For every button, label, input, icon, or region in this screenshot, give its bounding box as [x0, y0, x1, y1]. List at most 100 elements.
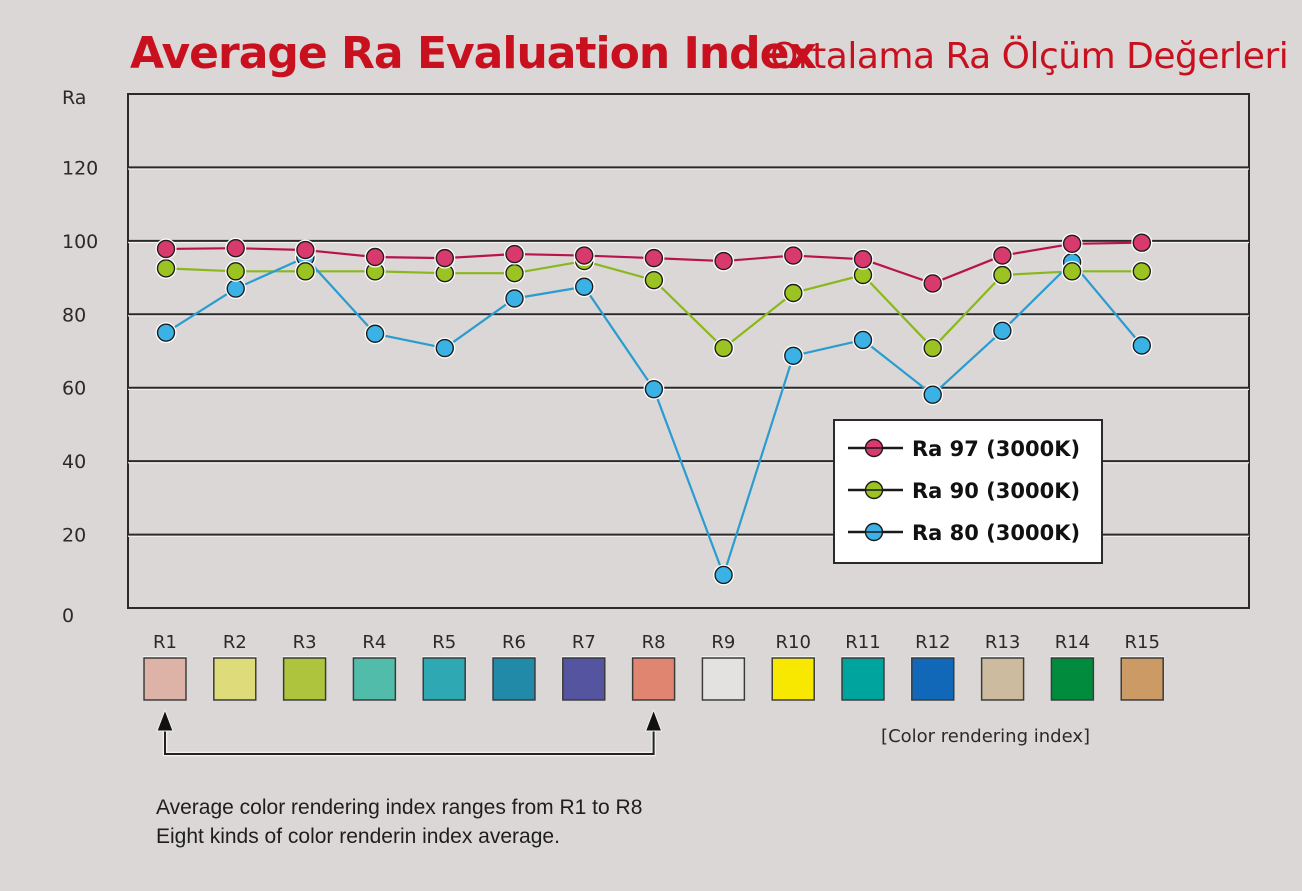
- data-point: [225, 237, 247, 259]
- data-point-marker: [1062, 262, 1082, 281]
- data-point: [155, 257, 177, 279]
- data-point-marker: [296, 240, 315, 260]
- data-point-marker: [923, 338, 942, 358]
- data-point-marker: [435, 338, 454, 358]
- data-point-marker: [156, 239, 176, 259]
- y-tick-label: 20: [62, 525, 86, 547]
- category-axis: R1 R2 R3 R4 R5 R6 R7 R8 R9 R10 R11 R12 R13 R14 R15: [143, 632, 1165, 701]
- arrow-up-icon: [156, 708, 174, 732]
- arrow-up-icon: [644, 708, 663, 732]
- data-point: [852, 329, 874, 351]
- data-point: [713, 564, 735, 586]
- data-point-marker: [714, 565, 733, 585]
- data-point: [364, 246, 386, 268]
- data-point: [573, 245, 595, 267]
- category-label: R12: [915, 632, 950, 653]
- color-swatch-r11: [841, 657, 885, 701]
- data-point-marker: [923, 385, 942, 404]
- data-point: [991, 264, 1013, 286]
- data-point: [1061, 233, 1083, 255]
- data-point-marker: [575, 277, 594, 296]
- legend-label: Ra 80 (3000K): [912, 521, 1080, 545]
- category-label: R8: [642, 632, 666, 653]
- data-point: [1131, 334, 1153, 356]
- data-point-marker: [993, 246, 1012, 265]
- data-point-marker: [714, 251, 733, 271]
- category-label: R15: [1124, 632, 1159, 653]
- data-point-marker: [156, 323, 176, 342]
- color-swatch-r9: [701, 657, 746, 701]
- category-label: R3: [293, 632, 317, 653]
- data-point: [225, 260, 247, 282]
- data-point-marker: [784, 246, 803, 265]
- data-point: [504, 262, 525, 284]
- data-point: [922, 272, 944, 294]
- color-swatch-r10: [771, 657, 815, 701]
- data-point: [504, 243, 525, 265]
- category-label: R14: [1055, 632, 1090, 653]
- color-swatch-r8: [631, 657, 676, 701]
- data-point: [294, 260, 316, 282]
- y-axis-label: Ra: [62, 87, 86, 109]
- color-swatch-r7: [562, 657, 606, 701]
- data-point-marker: [1132, 336, 1152, 355]
- data-point-marker: [575, 246, 594, 265]
- data-point-marker: [853, 330, 873, 350]
- color-swatch-r14: [1050, 657, 1095, 701]
- data-point-marker: [365, 247, 385, 267]
- data-point-marker: [1132, 262, 1152, 281]
- color-swatch-r5: [422, 657, 466, 701]
- data-point: [991, 245, 1013, 267]
- data-point: [434, 262, 456, 284]
- data-point-marker: [644, 248, 664, 268]
- color-swatch-r13: [980, 657, 1025, 701]
- bracket-line: [164, 724, 655, 755]
- data-point-marker: [226, 238, 245, 258]
- data-point: [782, 245, 804, 267]
- data-point: [922, 384, 944, 406]
- y-tick-labels: 0 20 40 60 80 100 120: [62, 157, 98, 627]
- data-point-marker: [505, 289, 524, 308]
- data-point: [922, 337, 944, 359]
- data-point: [504, 287, 525, 309]
- data-point: [573, 276, 595, 298]
- chart-title: Average Ra Evaluation Index: [130, 28, 816, 79]
- data-point: [225, 278, 247, 300]
- y-tick-label: 80: [62, 304, 86, 326]
- data-point: [991, 320, 1013, 342]
- color-swatch-r1: [143, 657, 187, 701]
- data-point-marker: [435, 248, 454, 268]
- data-point: [434, 247, 456, 269]
- legend: Ra 97 (3000K) Ra 90 (3000K) Ra 80 (3000K): [833, 419, 1103, 564]
- data-point: [155, 322, 177, 344]
- data-point-marker: [1132, 233, 1152, 252]
- legend-label: Ra 90 (3000K): [912, 479, 1080, 503]
- data-point: [782, 345, 804, 367]
- data-point-marker: [505, 244, 524, 264]
- note-line-1: Average color rendering index ranges fro…: [156, 796, 642, 819]
- category-label: R2: [223, 632, 247, 653]
- y-tick-label: 120: [62, 157, 98, 179]
- y-tick-label: 40: [62, 451, 86, 473]
- color-swatch-r2: [213, 657, 257, 701]
- data-point-marker: [365, 324, 385, 343]
- data-point: [713, 337, 735, 359]
- data-point: [294, 239, 316, 261]
- data-point-marker: [993, 265, 1012, 285]
- r1-r8-bracket: [156, 708, 663, 757]
- category-label: R4: [362, 632, 386, 653]
- color-swatch-r6: [492, 657, 536, 701]
- y-tick-label: 0: [62, 605, 74, 627]
- data-point-marker: [226, 279, 245, 298]
- legend-label: Ra 97 (3000K): [912, 437, 1080, 461]
- color-swatch-r3: [282, 657, 327, 701]
- data-point-marker: [714, 338, 733, 358]
- data-point-marker: [784, 283, 803, 303]
- category-label: R6: [502, 632, 526, 653]
- category-label: R5: [432, 632, 456, 653]
- data-point-marker: [226, 262, 245, 281]
- data-point-marker: [644, 379, 664, 399]
- data-point: [434, 337, 456, 359]
- data-point: [852, 264, 874, 286]
- data-point-marker: [993, 321, 1012, 341]
